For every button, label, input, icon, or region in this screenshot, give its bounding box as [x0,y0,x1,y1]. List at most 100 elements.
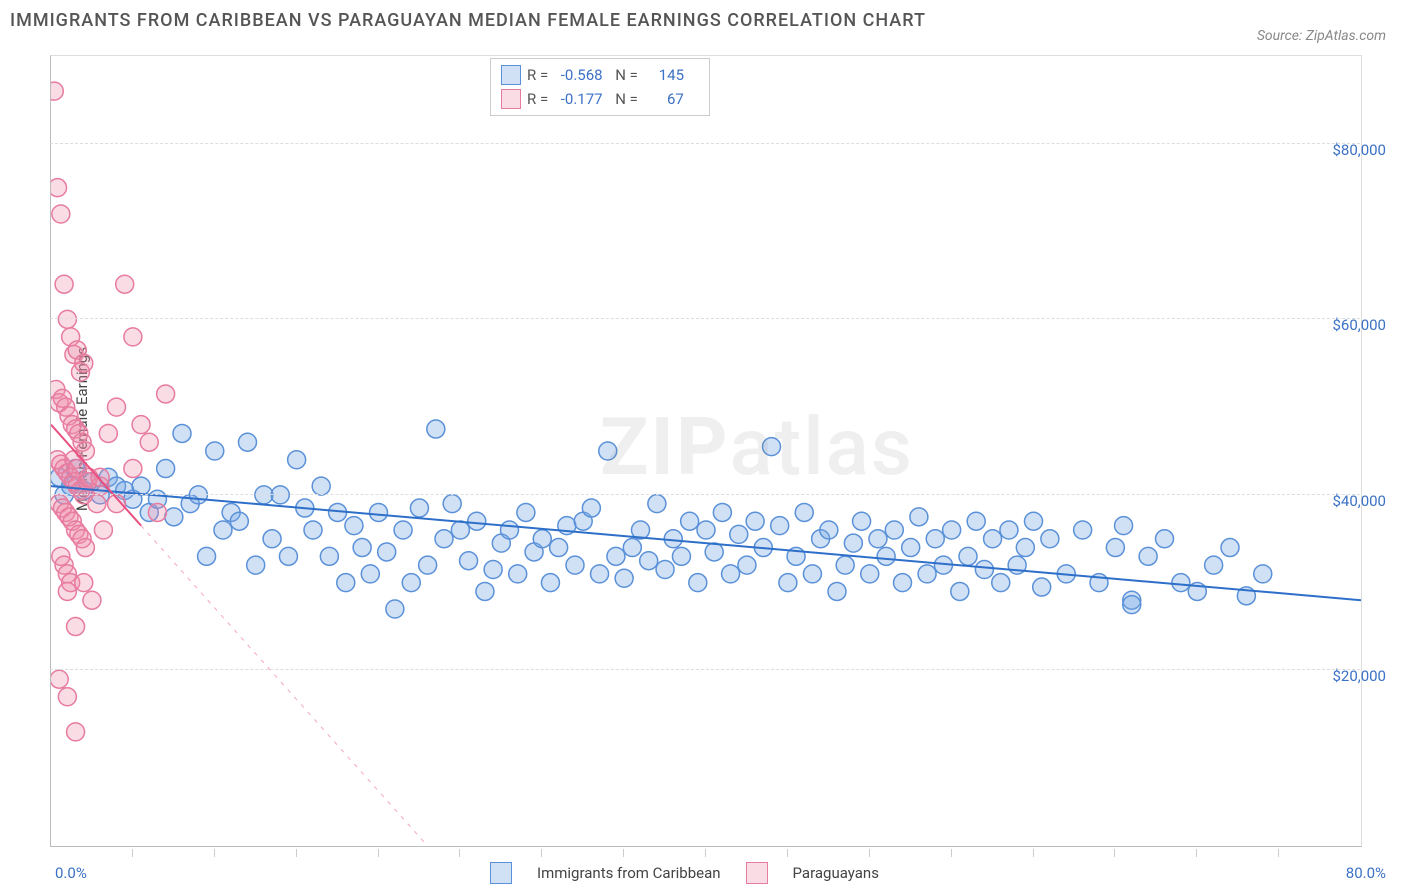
scatter-point [353,539,371,557]
scatter-point [476,582,494,600]
scatter-point [173,424,191,442]
scatter-point [239,433,257,451]
scatter-point [738,556,756,574]
x-minor-tick [705,849,706,857]
stats-row-pink: R = -0.177 N = 67 [501,87,699,111]
scatter-point [853,512,871,530]
gridline [50,318,1360,319]
swatch-blue [490,862,512,884]
x-tick-label: 0.0% [55,864,87,882]
legend-label-pink: Paraguayans [793,864,879,882]
scatter-point [501,521,519,539]
scatter-point [75,354,93,372]
scatter-point [230,512,248,530]
scatter-point [132,416,150,434]
n-label: N = [615,66,638,84]
scatter-point [722,565,740,583]
scatter-point [1156,530,1174,548]
scatter-point [705,543,723,561]
scatter-point [468,512,486,530]
series-legend: Immigrants from Caribbean Paraguayans [490,862,879,884]
scatter-point [771,517,789,535]
scatter-point [902,539,920,557]
r-value-pink: -0.177 [554,90,609,108]
scatter-point [640,552,658,570]
r-label: R = [527,90,548,108]
scatter-point [648,495,666,513]
scatter-point [591,565,609,583]
gridline [50,669,1360,670]
scatter-point [402,574,420,592]
scatter-point [869,530,887,548]
scatter-point [279,547,297,565]
scatter-point [58,310,76,328]
scatter-point [83,591,101,609]
n-value-blue: 145 [644,66,699,84]
scatter-point [140,433,158,451]
r-label: R = [527,66,548,84]
scatter-point [533,530,551,548]
scatter-point [861,565,879,583]
scatter-point [312,477,330,495]
x-minor-tick [1278,849,1279,857]
scatter-point [951,582,969,600]
scatter-point [1106,539,1124,557]
scatter-point [582,499,600,517]
scatter-point [189,486,207,504]
scatter-point [1221,539,1239,557]
x-minor-tick [132,849,133,857]
legend-label-blue: Immigrants from Caribbean [537,864,721,882]
scatter-point [394,521,412,539]
scatter-point [91,468,109,486]
scatter-point [67,723,85,741]
source-attribution: Source: ZipAtlas.com [1257,28,1386,44]
scatter-point [746,512,764,530]
x-tick-label: 80.0% [1346,864,1386,882]
scatter-point [607,547,625,565]
scatter-point [599,442,617,460]
scatter-point [51,82,63,100]
x-minor-tick [951,849,952,857]
scatter-point [1205,556,1223,574]
scatter-point [443,495,461,513]
scatter-point [157,460,175,478]
scatter-point [672,547,690,565]
scatter-point [51,179,67,197]
scatter-point [435,530,453,548]
scatter-point [255,486,273,504]
scatter-point [410,499,428,517]
n-value-pink: 67 [644,90,684,108]
scatter-point [541,574,559,592]
scatter-point [517,503,535,521]
scatter-point [271,486,289,504]
scatter-point [550,539,568,557]
scatter-point [992,574,1010,592]
scatter-point [681,512,699,530]
scatter-point [361,565,379,583]
source-name: ZipAtlas.com [1306,28,1386,44]
scatter-point [304,521,322,539]
scatter-point [836,556,854,574]
scatter-point [926,530,944,548]
x-minor-tick [1114,849,1115,857]
scatter-point [484,561,502,579]
scatter-point [566,556,584,574]
scatter-point [55,275,73,293]
scatter-point [67,618,85,636]
gridline [50,494,1360,495]
swatch-pink [746,862,768,884]
scatter-point [1123,596,1141,614]
x-minor-tick [541,849,542,857]
scatter-point [370,503,388,521]
scatter-point [795,503,813,521]
scatter-point [763,438,781,456]
scatter-point [984,530,1002,548]
x-minor-tick [296,849,297,857]
x-minor-tick [869,849,870,857]
scatter-point [460,552,478,570]
scatter-point [828,582,846,600]
scatter-point [1041,530,1059,548]
scatter-point [1074,521,1092,539]
scatter-point [975,561,993,579]
scatter-point [108,398,126,416]
